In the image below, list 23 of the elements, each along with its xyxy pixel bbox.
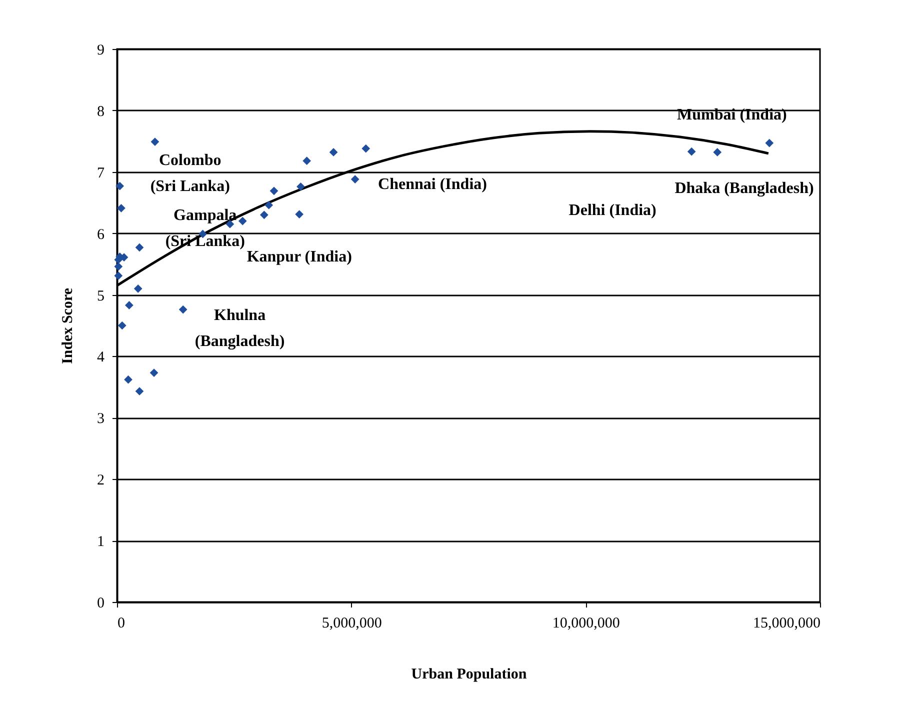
y-axis-title: Index Score xyxy=(60,288,76,364)
y-tick-label: 4 xyxy=(97,350,105,366)
x-axis-title: Urban Population xyxy=(411,666,528,682)
annotation: Khulna (Bangladesh) xyxy=(194,307,285,350)
y-tick-label: 9 xyxy=(97,42,104,58)
y-tick-label: 5 xyxy=(97,288,104,304)
x-tick-label: 15,000,000 xyxy=(753,616,820,632)
annotation: Dhaka (Bangladesh) xyxy=(674,180,814,197)
y-tick-label: 7 xyxy=(97,165,105,182)
x-tick-label: 0 xyxy=(118,616,125,632)
y-tick-label: 1 xyxy=(97,534,104,550)
y-tick-label: 0 xyxy=(97,596,104,612)
annotation: Mumbai (India) xyxy=(677,106,787,124)
x-tick-label: 5,000,000 xyxy=(322,616,382,632)
x-tick-label: 10,000,000 xyxy=(552,616,620,632)
annotation: Delhi (India) xyxy=(568,202,656,219)
y-tick-label: 8 xyxy=(97,104,104,120)
annotation: Kanpur (India) xyxy=(246,248,352,266)
annotation: Chennai (India) xyxy=(378,176,487,194)
y-tick-label: 6 xyxy=(97,226,105,243)
annotation: Colombo (Sri Lanka) xyxy=(150,152,230,196)
y-tick-label: 3 xyxy=(97,411,104,428)
y-tick-label: 2 xyxy=(97,472,104,489)
